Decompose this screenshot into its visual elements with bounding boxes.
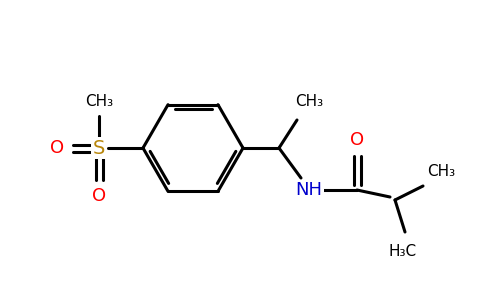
Text: CH₃: CH₃ — [427, 164, 455, 179]
Text: NH: NH — [296, 181, 322, 199]
Text: CH₃: CH₃ — [85, 94, 113, 109]
Text: S: S — [93, 139, 105, 158]
Text: O: O — [350, 131, 364, 149]
Text: O: O — [50, 139, 64, 157]
Text: H₃C: H₃C — [389, 244, 417, 260]
Text: O: O — [92, 187, 106, 205]
Text: CH₃: CH₃ — [295, 94, 323, 109]
